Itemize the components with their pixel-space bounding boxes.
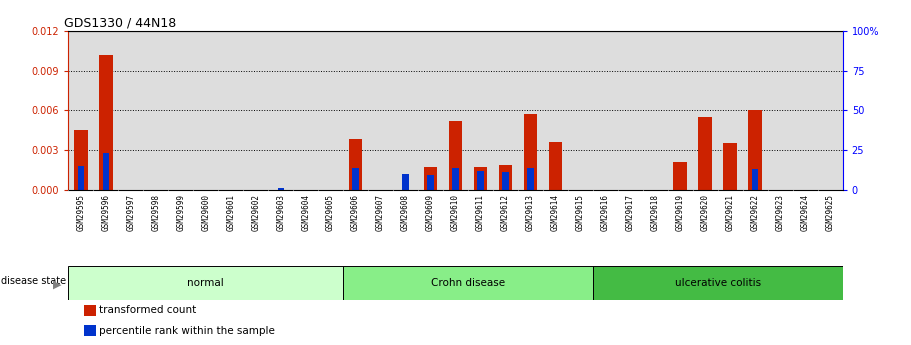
Bar [424,167,437,190]
Bar [502,172,508,190]
Text: GSM29605: GSM29605 [326,194,335,230]
Bar [699,117,712,190]
Bar [68,266,343,300]
Text: GSM29615: GSM29615 [576,194,585,230]
Text: GSM29622: GSM29622 [751,194,760,230]
Text: GSM29601: GSM29601 [226,194,235,230]
Bar [77,166,84,190]
Text: GSM29611: GSM29611 [476,194,485,230]
Text: GSM29598: GSM29598 [151,194,160,230]
Text: ▶: ▶ [54,280,62,289]
Bar [474,167,487,190]
Bar [84,305,97,316]
Text: Crohn disease: Crohn disease [431,278,505,288]
Bar [103,153,109,190]
Bar [353,168,359,190]
Text: GSM29595: GSM29595 [77,194,86,230]
Text: GSM29617: GSM29617 [626,194,635,230]
Text: GSM29621: GSM29621 [726,194,735,230]
Bar [723,144,737,190]
Bar [752,169,758,190]
Text: GSM29625: GSM29625 [825,194,834,230]
Text: GSM29599: GSM29599 [176,194,185,230]
Bar [673,162,687,190]
Bar [453,168,458,190]
Text: ulcerative colitis: ulcerative colitis [675,278,761,288]
Bar [524,115,537,190]
Bar [349,139,363,190]
Text: GSM29608: GSM29608 [401,194,410,230]
Text: transformed count: transformed count [99,305,197,315]
Bar [477,171,484,190]
Text: GSM29610: GSM29610 [451,194,460,230]
Bar [527,168,534,190]
Text: GSM29607: GSM29607 [376,194,385,230]
Text: GSM29597: GSM29597 [127,194,135,230]
Text: GSM29616: GSM29616 [601,194,609,230]
Bar [548,142,562,190]
Bar [74,130,87,190]
Bar [427,176,434,190]
Text: GSM29604: GSM29604 [302,194,310,230]
Bar [448,121,463,190]
Text: GSM29613: GSM29613 [526,194,535,230]
Text: percentile rank within the sample: percentile rank within the sample [99,326,275,336]
Text: GSM29609: GSM29609 [426,194,435,230]
Text: disease state: disease state [1,276,66,286]
Text: GSM29619: GSM29619 [676,194,685,230]
Text: normal: normal [188,278,224,288]
Text: GDS1330 / 44N18: GDS1330 / 44N18 [65,17,177,30]
Bar [84,325,97,336]
Text: GSM29603: GSM29603 [276,194,285,230]
Text: GSM29600: GSM29600 [201,194,210,230]
Bar [593,266,843,300]
Text: GSM29624: GSM29624 [801,194,810,230]
Bar [498,165,512,190]
Text: GSM29596: GSM29596 [101,194,110,230]
Bar [403,174,409,190]
Text: GSM29602: GSM29602 [251,194,261,230]
Bar [99,55,113,190]
Bar [748,110,763,190]
Bar [343,266,593,300]
Text: GSM29606: GSM29606 [351,194,360,230]
Bar [278,188,283,190]
Text: GSM29614: GSM29614 [551,194,560,230]
Text: GSM29620: GSM29620 [701,194,710,230]
Text: GSM29612: GSM29612 [501,194,510,230]
Text: GSM29623: GSM29623 [776,194,784,230]
Text: GSM29618: GSM29618 [650,194,660,230]
